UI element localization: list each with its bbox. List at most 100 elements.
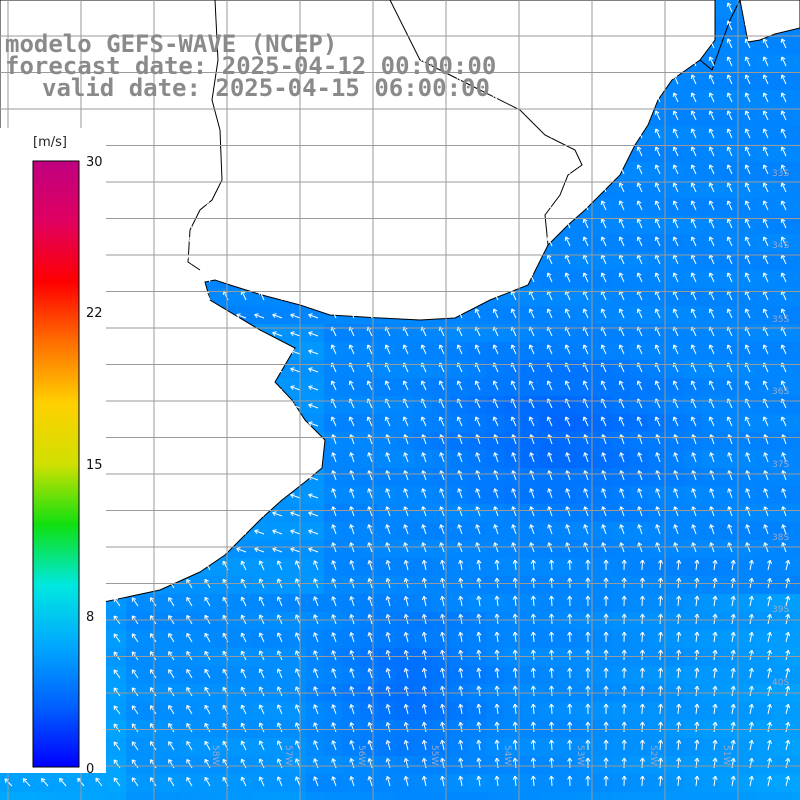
lat-label: 38S bbox=[772, 533, 789, 543]
field-cell bbox=[324, 504, 342, 522]
field-cell bbox=[702, 270, 720, 288]
field-cell bbox=[396, 378, 414, 396]
field-cell bbox=[774, 198, 792, 216]
field-cell bbox=[594, 756, 612, 774]
field-cell bbox=[504, 306, 522, 324]
field-cell bbox=[486, 468, 504, 486]
field-cell bbox=[684, 756, 702, 774]
field-cell bbox=[702, 666, 720, 684]
field-cell bbox=[576, 378, 594, 396]
field-cell bbox=[720, 594, 738, 612]
field-cell bbox=[792, 630, 800, 648]
field-cell bbox=[720, 630, 738, 648]
field-cell bbox=[702, 414, 720, 432]
field-cell bbox=[414, 612, 432, 630]
field-cell bbox=[342, 414, 360, 432]
field-cell bbox=[540, 756, 558, 774]
field-cell bbox=[774, 288, 792, 306]
field-cell bbox=[288, 378, 306, 396]
field-cell bbox=[738, 774, 756, 792]
field-cell bbox=[720, 198, 738, 216]
field-cell bbox=[558, 522, 576, 540]
field-cell bbox=[396, 612, 414, 630]
field-cell bbox=[648, 522, 666, 540]
field-cell bbox=[378, 324, 396, 342]
field-cell bbox=[792, 90, 800, 108]
field-cell bbox=[756, 486, 774, 504]
field-cell bbox=[216, 612, 234, 630]
field-cell bbox=[792, 324, 800, 342]
field-cell bbox=[270, 792, 288, 800]
field-cell bbox=[522, 432, 540, 450]
field-cell bbox=[684, 126, 702, 144]
field-cell bbox=[612, 414, 630, 432]
field-cell bbox=[648, 324, 666, 342]
field-cell bbox=[720, 792, 738, 800]
field-cell bbox=[342, 612, 360, 630]
field-cell bbox=[792, 522, 800, 540]
field-cell bbox=[288, 306, 306, 324]
field-cell bbox=[576, 774, 594, 792]
field-cell bbox=[792, 378, 800, 396]
field-cell bbox=[666, 630, 684, 648]
field-cell bbox=[234, 792, 252, 800]
field-cell bbox=[738, 180, 756, 198]
field-cell bbox=[738, 630, 756, 648]
field-cell bbox=[666, 792, 684, 800]
field-cell bbox=[288, 504, 306, 522]
field-cell bbox=[468, 774, 486, 792]
field-cell bbox=[450, 450, 468, 468]
field-cell bbox=[738, 252, 756, 270]
field-cell bbox=[612, 180, 630, 198]
field-cell bbox=[612, 216, 630, 234]
field-cell bbox=[684, 90, 702, 108]
field-cell bbox=[720, 360, 738, 378]
field-cell bbox=[306, 576, 324, 594]
field-cell bbox=[216, 666, 234, 684]
field-cell bbox=[414, 504, 432, 522]
field-cell bbox=[468, 504, 486, 522]
field-cell bbox=[702, 180, 720, 198]
field-cell bbox=[306, 558, 324, 576]
field-cell bbox=[468, 360, 486, 378]
field-cell bbox=[270, 576, 288, 594]
field-cell bbox=[720, 180, 738, 198]
field-cell bbox=[486, 738, 504, 756]
field-cell bbox=[720, 468, 738, 486]
field-cell bbox=[162, 774, 180, 792]
field-cell bbox=[702, 54, 720, 72]
field-cell bbox=[252, 576, 270, 594]
field-cell bbox=[486, 576, 504, 594]
field-cell bbox=[324, 522, 342, 540]
field-cell bbox=[306, 378, 324, 396]
field-cell bbox=[630, 612, 648, 630]
field-cell bbox=[360, 414, 378, 432]
field-cell bbox=[666, 540, 684, 558]
field-cell bbox=[648, 144, 666, 162]
field-cell bbox=[774, 756, 792, 774]
field-cell bbox=[774, 504, 792, 522]
field-cell bbox=[774, 342, 792, 360]
field-cell bbox=[720, 126, 738, 144]
field-cell bbox=[396, 324, 414, 342]
field-cell bbox=[324, 450, 342, 468]
colorbar bbox=[32, 160, 80, 768]
field-cell bbox=[342, 792, 360, 800]
field-cell bbox=[720, 252, 738, 270]
field-cell bbox=[720, 54, 738, 72]
field-cell bbox=[144, 756, 162, 774]
field-cell bbox=[558, 432, 576, 450]
field-cell bbox=[432, 666, 450, 684]
field-cell bbox=[702, 540, 720, 558]
field-cell bbox=[468, 486, 486, 504]
field-cell bbox=[648, 414, 666, 432]
field-cell bbox=[720, 450, 738, 468]
field-cell bbox=[576, 432, 594, 450]
field-cell bbox=[540, 504, 558, 522]
field-cell bbox=[738, 108, 756, 126]
field-cell bbox=[774, 324, 792, 342]
field-cell bbox=[414, 432, 432, 450]
field-cell bbox=[522, 342, 540, 360]
field-cell bbox=[234, 774, 252, 792]
field-cell bbox=[738, 90, 756, 108]
